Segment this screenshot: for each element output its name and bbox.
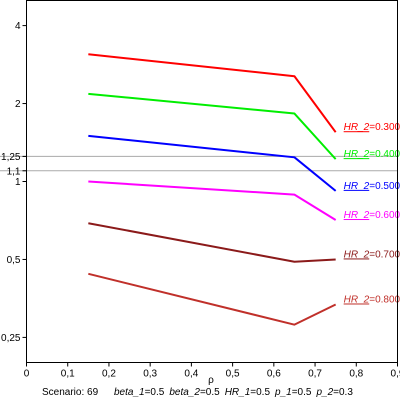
y-tick-label: 1,25 <box>1 152 21 163</box>
x-tick-label: 0,2 <box>102 369 116 380</box>
series-label: HR_2=0.5000 <box>344 181 400 192</box>
x-tick-label: 0,8 <box>349 369 363 380</box>
param-name: p_2 <box>315 387 333 398</box>
series-label-name: HR_2 <box>344 122 370 133</box>
plot-frame <box>26 0 398 363</box>
x-tick-label: 0,3 <box>143 369 157 380</box>
series-label-value: =0.5000 <box>369 181 400 192</box>
param-value: =0.5 <box>145 387 165 398</box>
y-axis-ticks: 0,25 0,5 11,1 1,25 2 4 <box>1 21 27 344</box>
y-tick-label: 0,5 <box>7 255 21 266</box>
x-tick-label: 0,6 <box>267 369 281 380</box>
series-label-value: =0.4000 <box>369 149 400 160</box>
scenario-label: Scenario: 69 <box>42 387 99 398</box>
param-name: p_1 <box>274 387 292 398</box>
series-label: HR_2=0.3000 <box>344 122 400 133</box>
x-tick-label: 0,1 <box>61 369 75 380</box>
series-line <box>88 53 337 133</box>
series-label-name: HR_2 <box>344 181 370 192</box>
x-tick-label: 0,4 <box>184 369 198 380</box>
param-value: =0.5 <box>292 387 312 398</box>
series-label-value: =0.7000 <box>369 249 400 260</box>
param-value: =0.5 <box>200 387 220 398</box>
param-value: =0.5 <box>250 387 270 398</box>
series-label-name: HR_2 <box>344 294 370 305</box>
series-line <box>88 180 337 221</box>
param-name: HR_1 <box>225 387 251 398</box>
x-tick-label: 0 <box>24 369 30 380</box>
series-label: HR_2=0.4000 <box>344 149 400 160</box>
x-axis-ticks: 0 0,1 0,2 0,3 0,4 0,5 0,6 0,7 0,8 0,9 <box>24 362 400 380</box>
series-line <box>88 272 337 326</box>
series-line <box>88 222 336 263</box>
y-tick-label: 1,1 <box>7 166 21 177</box>
y-tick-label: 2 <box>15 99 21 110</box>
series-lines <box>88 53 337 326</box>
series-label-name: HR_2 <box>344 149 370 160</box>
series-label: HR_2=0.7000 <box>344 249 400 260</box>
x-axis-title: ρ <box>208 375 214 386</box>
reference-lines <box>0 155 398 172</box>
footer-parameters: beta_1=0.5 beta_2=0.5 HR_1=0.5 p_1=0.5 p_2=0… <box>114 387 353 398</box>
y-tick-label: 4 <box>15 21 21 32</box>
series-line <box>88 92 337 160</box>
x-tick-label: 0,7 <box>308 369 322 380</box>
x-tick-label: 0,5 <box>226 369 240 380</box>
param-value: =0.3 <box>333 387 353 398</box>
x-tick-label: 0,9 <box>391 369 400 380</box>
series-labels: HR_2=0.3000HR_2=0.4000HR_2=0.5000HR_2=0.… <box>344 122 400 305</box>
series-label-name: HR_2 <box>344 210 370 221</box>
param-name: beta_1 <box>114 387 145 398</box>
series-label-value: =0.6000 <box>369 210 400 221</box>
series-line <box>88 134 337 192</box>
series-label: HR_2=0.6000 <box>344 210 400 221</box>
y-tick-label: 1 <box>15 177 21 188</box>
y-tick-label: 0,25 <box>1 333 21 344</box>
param-name: beta_2 <box>169 387 200 398</box>
series-label-value: =0.3000 <box>369 122 400 133</box>
series-label-name: HR_2 <box>344 249 370 260</box>
